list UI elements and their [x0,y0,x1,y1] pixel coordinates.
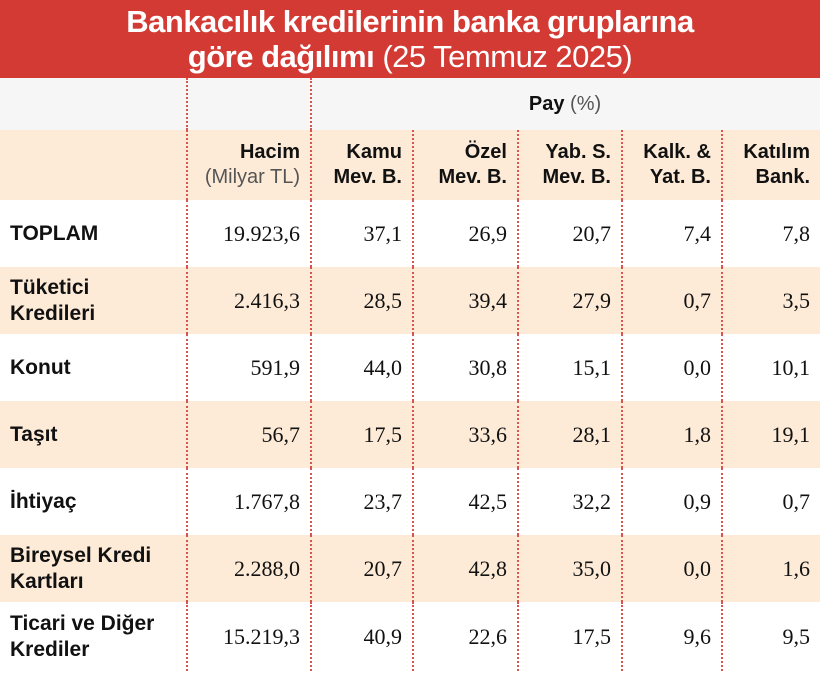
value-cell: 28,1 [517,401,622,468]
value-cell: 591,9 [186,334,311,401]
column-header: Özel Mev. B. [412,130,518,200]
column-header: Kamu Mev. B. [310,130,413,200]
row-label-line: TOPLAM [10,221,99,245]
value-cell: 27,9 [517,267,622,334]
value-cell: 0,0 [621,535,722,602]
column-header-line: Katılım [743,141,811,163]
row-label-line: Konut [10,355,71,379]
value-cell: 33,6 [412,401,518,468]
value-cell: 17,5 [517,602,622,671]
data-row: TOPLAM 19.923,6 37,1 26,9 20,7 7,4 7,8 [0,200,820,267]
column-header: Hacim (Milyar TL) [186,130,311,200]
title-line: Bankacılık kredilerinin banka gruplarına [126,4,694,39]
value-cell: 17,5 [310,401,413,468]
value-cell: 22,6 [412,602,518,671]
value-cell: 42,8 [412,535,518,602]
row-label: Ticari ve Diğer Krediler [0,602,187,671]
value-cell: 1,6 [720,535,820,602]
value-cell: 0,7 [720,468,820,535]
value-cell: 19.923,6 [186,200,311,267]
row-label-line: Kredileri [10,301,96,325]
value-cell: 10,1 [720,334,820,401]
value-cell: 2.416,3 [186,267,311,334]
value-cell: 39,4 [412,267,518,334]
header-row: Hacim (Milyar TL) Kamu Mev. B. Özel Mev. B. Ya… [0,130,820,200]
column-header: Katılım Bank. [720,130,820,200]
value-cell: 56,7 [186,401,311,468]
value-cell: 42,5 [412,468,518,535]
data-row: Tüketici Kredileri 2.416,3 28,5 39,4 27,9 0,7 3… [0,267,820,334]
value-cell: 1.767,8 [186,468,311,535]
column-header-line: Bank. [755,166,811,188]
group-label: Pay [528,92,565,115]
row-label: İhtiyaç [0,468,187,535]
row-label: Taşıt [0,401,187,468]
row-label-line: Taşıt [10,422,58,446]
value-cell: 0,0 [621,334,722,401]
title-line: göre dağılımı [187,39,375,74]
column-header-line: Mev. B. [438,166,507,188]
value-cell: 3,5 [720,267,820,334]
column-header-line: Hacim [239,141,300,163]
row-label-line: İhtiyaç [10,489,77,513]
value-cell: 7,4 [621,200,722,267]
value-cell: 15,1 [517,334,622,401]
row-label: Konut [0,334,187,401]
row-label-line: Tüketici [10,275,90,299]
column-header-line: Mev. B. [333,166,402,188]
data-row: İhtiyaç 1.767,8 23,7 42,5 32,2 0,9 0,7 [0,468,820,535]
value-cell: 35,0 [517,535,622,602]
value-cell: 23,7 [310,468,413,535]
value-cell: 26,9 [412,200,518,267]
data-row: Taşıt 56,7 17,5 33,6 28,1 1,8 19,1 [0,401,820,468]
row-label: Tüketici Kredileri [0,267,187,334]
group-row: Pay (%) [0,78,820,130]
empty-cell [0,78,187,130]
value-cell: 30,8 [412,334,518,401]
value-cell: 7,8 [720,200,820,267]
value-cell: 0,9 [621,468,722,535]
title-banner: Bankacılık kredilerinin banka gruplarına… [0,0,820,78]
data-table: Pay (%) Hacim (Milyar TL) Kamu Mev. B. Özel Me… [0,78,820,671]
row-label: TOPLAM [0,200,187,267]
row-label-line: Krediler [10,637,90,661]
row-label-line: Bireysel Kredi [10,543,152,567]
group-header: Pay (%) [309,78,820,130]
value-cell: 1,8 [621,401,722,468]
data-row: Konut 591,9 44,0 30,8 15,1 0,0 10,1 [0,334,820,401]
value-cell: 20,7 [517,200,622,267]
data-row: Ticari ve Diğer Krediler 15.219,3 40,9 22,6 1… [0,602,820,671]
empty-cell [0,130,187,200]
value-cell: 0,7 [621,267,722,334]
column-header-line: Yat. B. [649,166,711,188]
value-cell: 37,1 [310,200,413,267]
value-cell: 9,5 [720,602,820,671]
value-cell: 2.288,0 [186,535,311,602]
value-cell: 44,0 [310,334,413,401]
value-cell: 32,2 [517,468,622,535]
value-cell: 19,1 [720,401,820,468]
value-cell: 15.219,3 [186,602,311,671]
column-header-line: Kalk. & [643,141,711,163]
column-header-line: Yab. S. [545,141,611,163]
data-row: Bireysel Kredi Kartları 2.288,0 20,7 42,8 35,… [0,535,820,602]
row-label: Bireysel Kredi Kartları [0,535,187,602]
row-label-line: Ticari ve Diğer [10,611,155,635]
value-cell: 9,6 [621,602,722,671]
value-cell: 28,5 [310,267,413,334]
column-header: Yab. S. Mev. B. [517,130,622,200]
column-header-line: Özel [464,141,507,163]
column-header: Kalk. & Yat. B. [621,130,722,200]
value-cell: 40,9 [310,602,413,671]
empty-cell [186,78,311,130]
row-label-line: Kartları [10,569,84,593]
value-cell: 20,7 [310,535,413,602]
title-date: (25 Temmuz 2025) [382,39,633,74]
column-unit: (Milyar TL) [204,166,300,188]
column-header-line: Kamu [346,141,402,163]
column-header-line: Mev. B. [542,166,611,188]
group-unit: (%) [570,92,602,115]
